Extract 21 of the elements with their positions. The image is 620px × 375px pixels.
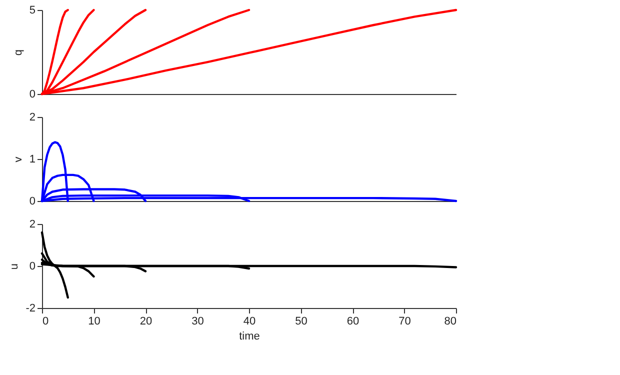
y-tick-label: 2 xyxy=(29,218,36,230)
y-axis-title: v xyxy=(12,156,24,162)
y-tick-label: 0 xyxy=(29,260,36,272)
x-tick-label: 70 xyxy=(398,316,411,328)
x-tick-label: 0 xyxy=(42,316,49,328)
x-tick-label: 20 xyxy=(140,316,152,328)
y-tick-label: 0 xyxy=(29,196,36,208)
x-tick-label: 30 xyxy=(192,316,204,328)
x-axis-title: time xyxy=(239,330,260,342)
x-tick-label: 10 xyxy=(88,316,100,328)
y-axis-title: q xyxy=(12,49,24,56)
y-tick-label: 5 xyxy=(29,4,36,16)
y-tick-label: 2 xyxy=(29,112,36,124)
x-tick-label: 50 xyxy=(295,316,308,328)
y-axis-title: u xyxy=(8,263,21,270)
y-tick-label: -2 xyxy=(26,302,36,314)
y-tick-label: 1 xyxy=(29,154,36,166)
x-tick-label: 60 xyxy=(346,316,360,328)
y-tick-label: 0 xyxy=(29,88,36,100)
x-tick-label: 40 xyxy=(243,316,256,328)
x-tick-label: 80 xyxy=(444,316,456,328)
